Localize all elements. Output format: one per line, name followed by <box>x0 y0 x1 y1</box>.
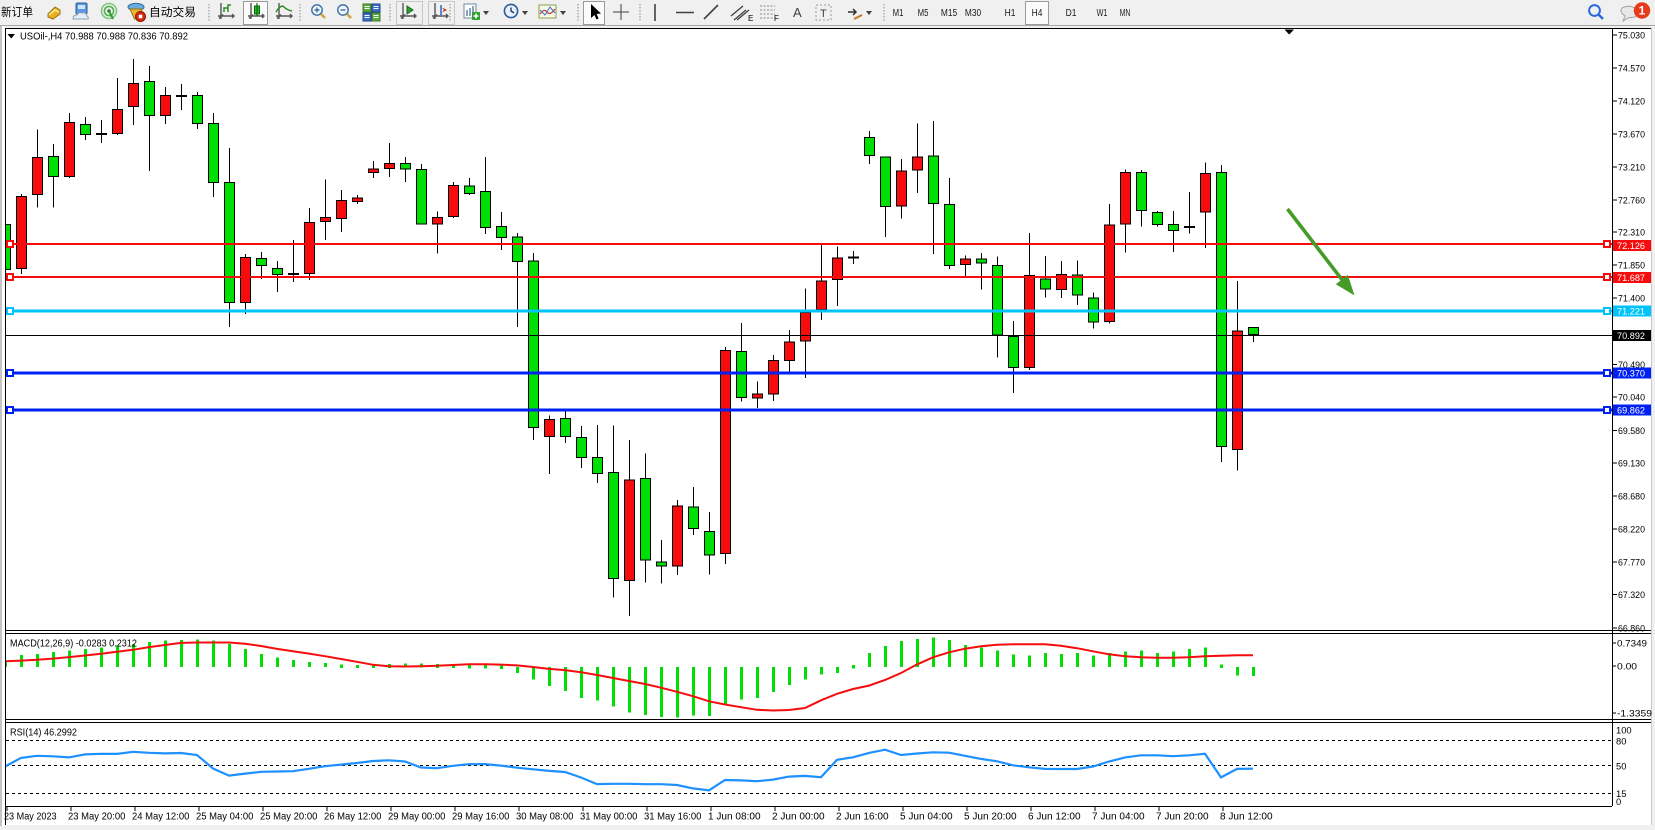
svg-text:24 May 12:00: 24 May 12:00 <box>132 812 190 823</box>
svg-text:H4: H4 <box>1032 8 1043 19</box>
svg-text:74.570: 74.570 <box>1618 64 1645 75</box>
svg-text:74.120: 74.120 <box>1618 96 1645 107</box>
svg-text:6 Jun 12:00: 6 Jun 12:00 <box>1028 812 1081 823</box>
svg-text:29 May 16:00: 29 May 16:00 <box>452 812 510 823</box>
svg-text:72.310: 72.310 <box>1618 228 1645 239</box>
svg-text:A: A <box>793 5 802 20</box>
svg-text:0: 0 <box>1616 797 1621 808</box>
svg-text:15: 15 <box>1616 789 1626 800</box>
svg-text:0.00: 0.00 <box>1617 662 1637 673</box>
svg-text:70.892: 70.892 <box>1617 331 1645 342</box>
svg-text:69.580: 69.580 <box>1618 426 1645 437</box>
svg-text:30 May 08:00: 30 May 08:00 <box>516 812 574 823</box>
svg-text:自动交易: 自动交易 <box>149 5 196 19</box>
svg-text:25 May 04:00: 25 May 04:00 <box>196 812 254 823</box>
svg-text:70.040: 70.040 <box>1618 393 1645 404</box>
svg-text:31 May 16:00: 31 May 16:00 <box>644 812 702 823</box>
svg-text:0.7349: 0.7349 <box>1617 639 1647 650</box>
svg-text:7 Jun 20:00: 7 Jun 20:00 <box>1156 812 1209 823</box>
svg-text:H1: H1 <box>1005 8 1016 19</box>
svg-text:72.126: 72.126 <box>1617 241 1645 252</box>
svg-text:23 May 20:00: 23 May 20:00 <box>68 812 126 823</box>
svg-text:F: F <box>774 14 779 23</box>
svg-text:50: 50 <box>1616 762 1626 773</box>
svg-text:2 Jun 16:00: 2 Jun 16:00 <box>836 812 889 823</box>
svg-text:75.030: 75.030 <box>1618 31 1645 42</box>
svg-text:29 May 00:00: 29 May 00:00 <box>388 812 446 823</box>
svg-text:68.680: 68.680 <box>1618 491 1645 502</box>
svg-text:100: 100 <box>1616 726 1632 737</box>
svg-text:71.221: 71.221 <box>1617 307 1645 318</box>
svg-text:72.760: 72.760 <box>1618 196 1645 207</box>
svg-text:69.130: 69.130 <box>1618 459 1645 470</box>
svg-text:MN: MN <box>1120 8 1131 19</box>
svg-text:70.490: 70.490 <box>1618 360 1645 371</box>
svg-text:31 May 00:00: 31 May 00:00 <box>580 812 638 823</box>
svg-text:71.687: 71.687 <box>1617 273 1645 284</box>
svg-text:新订单: 新订单 <box>1 5 33 19</box>
svg-text:D1: D1 <box>1066 8 1077 19</box>
svg-text:70.370: 70.370 <box>1617 369 1645 380</box>
svg-text:M30: M30 <box>965 8 982 19</box>
svg-text:8 Jun 12:00: 8 Jun 12:00 <box>1220 812 1273 823</box>
svg-text:69.862: 69.862 <box>1617 406 1645 417</box>
svg-text:1: 1 <box>1639 4 1646 18</box>
svg-text:MACD(12,26,9) -0.0283 0.2312: MACD(12,26,9) -0.0283 0.2312 <box>10 639 137 650</box>
svg-text:66.860: 66.860 <box>1618 623 1645 634</box>
svg-text:73.210: 73.210 <box>1618 162 1645 173</box>
svg-text:T: T <box>820 8 827 20</box>
svg-text:M15: M15 <box>941 8 958 19</box>
svg-text:71.400: 71.400 <box>1618 294 1645 305</box>
svg-text:USOil-,H4 70.988 70.988 70.83: USOil-,H4 70.988 70.988 70.836 70.892 <box>20 32 188 43</box>
svg-text:23 May 2023: 23 May 2023 <box>4 812 57 823</box>
svg-text:25 May 20:00: 25 May 20:00 <box>260 812 318 823</box>
svg-text:W1: W1 <box>1097 8 1108 19</box>
svg-text:5 Jun 20:00: 5 Jun 20:00 <box>964 812 1017 823</box>
svg-text:5 Jun 04:00: 5 Jun 04:00 <box>900 812 953 823</box>
svg-text:67.320: 67.320 <box>1618 590 1645 601</box>
svg-text:71.850: 71.850 <box>1618 260 1645 271</box>
svg-text:73.670: 73.670 <box>1618 130 1645 141</box>
svg-text:26 May 12:00: 26 May 12:00 <box>324 812 382 823</box>
svg-text:7 Jun 04:00: 7 Jun 04:00 <box>1092 812 1145 823</box>
svg-text:1 Jun 08:00: 1 Jun 08:00 <box>708 812 761 823</box>
svg-text:RSI(14) 46.2992: RSI(14) 46.2992 <box>10 728 77 739</box>
svg-text:-1.3359: -1.3359 <box>1617 709 1652 720</box>
svg-text:80: 80 <box>1616 737 1626 748</box>
svg-text:E: E <box>748 14 753 23</box>
svg-text:67.770: 67.770 <box>1618 557 1645 568</box>
svg-text:M1: M1 <box>893 8 904 19</box>
svg-text:2 Jun 00:00: 2 Jun 00:00 <box>772 812 825 823</box>
svg-text:M5: M5 <box>918 8 929 19</box>
svg-text:68.220: 68.220 <box>1618 525 1645 536</box>
